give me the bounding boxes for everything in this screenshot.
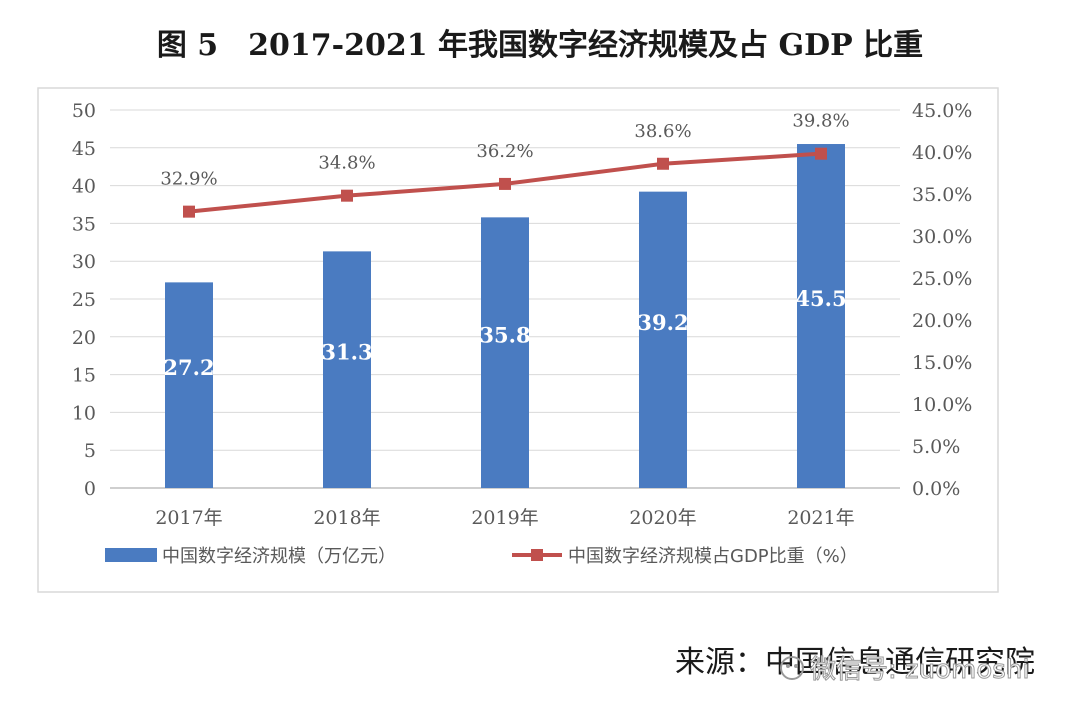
bar-value-label: 35.8 <box>479 323 530 348</box>
bar-value-labels: 27.2 31.3 35.8 39.2 45.5 <box>163 286 846 380</box>
left-tick-label: 15 <box>72 365 96 387</box>
line-value-label: 36.2% <box>476 141 533 162</box>
bar-value-label: 45.5 <box>795 286 846 311</box>
left-tick-label: 40 <box>72 176 96 198</box>
line-value-label: 39.8% <box>792 111 849 132</box>
line-marker <box>657 157 669 170</box>
bar-value-label: 31.3 <box>321 340 372 365</box>
right-tick-label: 40.0% <box>912 142 972 164</box>
legend: 中国数字经济规模（万亿元） 中国数字经济规模占GDP比重（%） <box>105 546 858 567</box>
left-tick-label: 10 <box>72 402 96 424</box>
bar <box>639 191 687 488</box>
source-note: 来源：中国信息通信研究院 <box>675 645 1035 680</box>
right-tick-label: 0.0% <box>912 478 960 500</box>
right-tick-label: 35.0% <box>912 184 972 206</box>
left-tick-label: 20 <box>72 327 96 349</box>
legend-bar-label: 中国数字经济规模（万亿元） <box>162 546 396 567</box>
right-tick-label: 5.0% <box>912 436 960 458</box>
right-axis-ticks: 0.0% 5.0% 10.0% 15.0% 20.0% 25.0% 30.0% 35.0% 40… <box>912 100 972 500</box>
line-marker <box>341 189 353 202</box>
line-series <box>183 147 827 218</box>
category-label: 2021年 <box>787 507 854 529</box>
left-tick-label: 50 <box>72 100 96 122</box>
right-tick-label: 20.0% <box>912 310 972 332</box>
watermark: 微信号: zuomoshi <box>780 655 1030 686</box>
bar-series <box>165 144 845 489</box>
right-tick-label: 10.0% <box>912 394 972 416</box>
left-tick-label: 30 <box>72 251 96 273</box>
right-tick-label: 30.0% <box>912 226 972 248</box>
right-tick-label: 25.0% <box>912 268 972 290</box>
legend-line-label: 中国数字经济规模占GDP比重（%） <box>568 546 858 567</box>
bar <box>165 282 213 488</box>
bar-value-label: 27.2 <box>163 355 214 380</box>
line-value-label: 34.8% <box>318 153 375 174</box>
bar <box>797 144 845 488</box>
left-tick-label: 5 <box>84 440 96 462</box>
figure-title: 图 5 2017-2021 年我国数字经济规模及占 GDP 比重 <box>157 28 923 63</box>
left-tick-label: 35 <box>72 213 96 235</box>
line-value-labels: 32.9% 34.8% 36.2% 38.6% 39.8% <box>160 111 849 190</box>
line-value-label: 32.9% <box>160 169 217 190</box>
left-tick-label: 25 <box>72 289 96 311</box>
bar-value-label: 39.2 <box>637 310 688 335</box>
line-marker <box>815 147 827 160</box>
category-label: 2019年 <box>471 507 538 529</box>
bar <box>481 217 529 489</box>
right-tick-label: 45.0% <box>912 100 972 122</box>
line-marker <box>499 177 511 190</box>
category-labels: 2017年 2018年 2019年 2020年 2021年 <box>155 507 854 529</box>
category-label: 2017年 <box>155 507 222 529</box>
category-label: 2020年 <box>629 507 696 529</box>
line-marker <box>183 205 195 218</box>
bar <box>323 251 371 488</box>
watermark-text: 微信号: zuomoshi <box>810 655 1030 685</box>
left-axis-ticks: 0 5 10 15 20 25 30 35 40 45 50 <box>72 100 96 500</box>
left-tick-label: 0 <box>84 478 96 500</box>
category-label: 2018年 <box>313 507 380 529</box>
legend-line-marker <box>531 549 543 561</box>
left-tick-label: 45 <box>72 138 96 160</box>
line-value-label: 38.6% <box>634 121 691 142</box>
wechat-icon <box>780 656 804 680</box>
legend-bar-swatch <box>105 548 157 562</box>
right-tick-label: 15.0% <box>912 352 972 374</box>
